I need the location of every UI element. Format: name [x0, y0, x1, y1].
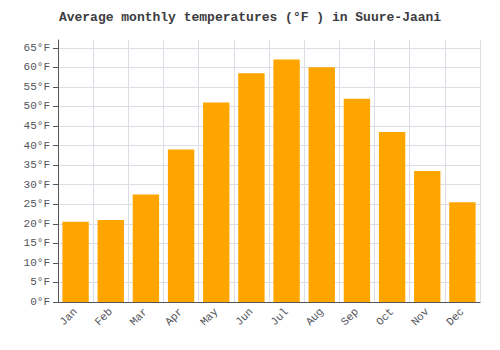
svg-text:Apr: Apr: [163, 306, 185, 328]
svg-text:Jan: Jan: [57, 306, 79, 328]
svg-text:Nov: Nov: [409, 305, 432, 328]
svg-text:5°F: 5°F: [30, 276, 50, 288]
svg-text:Average monthly temperatures (: Average monthly temperatures (°F ) in Su…: [59, 10, 441, 25]
svg-text:Dec: Dec: [444, 306, 466, 328]
svg-text:May: May: [198, 305, 221, 328]
svg-text:50°F: 50°F: [24, 100, 50, 112]
svg-text:60°F: 60°F: [24, 61, 50, 73]
svg-text:65°F: 65°F: [24, 42, 50, 54]
svg-text:40°F: 40°F: [24, 140, 50, 152]
svg-text:0°F: 0°F: [30, 296, 50, 308]
svg-text:Oct: Oct: [374, 306, 396, 328]
svg-text:20°F: 20°F: [24, 218, 50, 230]
svg-text:Mar: Mar: [128, 306, 150, 328]
svg-text:10°F: 10°F: [24, 257, 50, 269]
svg-text:55°F: 55°F: [24, 81, 50, 93]
svg-text:Jun: Jun: [233, 306, 255, 328]
svg-text:Feb: Feb: [93, 306, 115, 328]
svg-text:35°F: 35°F: [24, 159, 50, 171]
svg-text:45°F: 45°F: [24, 120, 50, 132]
svg-text:25°F: 25°F: [24, 198, 50, 210]
svg-text:15°F: 15°F: [24, 237, 50, 249]
svg-text:Jul: Jul: [268, 306, 290, 328]
svg-text:Aug: Aug: [304, 306, 326, 328]
svg-text:30°F: 30°F: [24, 179, 50, 191]
svg-text:Sep: Sep: [339, 306, 361, 328]
